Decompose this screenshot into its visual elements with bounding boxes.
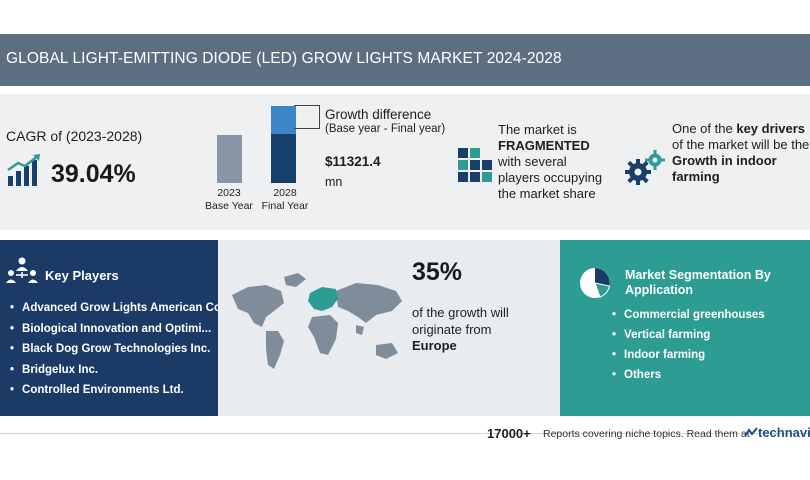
bar-caption-2028: Final Year: [261, 200, 309, 212]
bar-2028-base: [271, 134, 296, 183]
segment-item: Commercial greenhouses: [612, 309, 765, 329]
key-player-item: Bridgelux Inc.: [10, 364, 240, 385]
bar-label-2023: 2023 Base Year: [202, 187, 256, 213]
bar-year-2023: 2023: [217, 187, 241, 199]
drivers-line-2: of the market will be the: [672, 137, 810, 152]
growth-value: $11321.4: [325, 154, 381, 169]
bar-2023: [217, 135, 242, 183]
segment-item: Vertical farming: [612, 329, 765, 349]
bar-2028-growth: [271, 106, 296, 134]
bar-caption-2023: Base Year: [205, 200, 253, 212]
page-title: GLOBAL LIGHT-EMITTING DIODE (LED) GROW L…: [6, 50, 562, 67]
footer-divider: [0, 433, 810, 434]
stats-strip: [0, 94, 810, 230]
drivers-emphasis: key drivers: [736, 121, 806, 136]
market-line-1: The market is: [498, 122, 577, 137]
people-network-icon: [6, 257, 38, 283]
market-line-3: with several: [498, 154, 567, 169]
drivers-line-4: farming: [672, 169, 720, 184]
world-map-icon: [232, 273, 402, 369]
geography-percent: 35%: [412, 258, 463, 286]
growth-bracket: [294, 105, 320, 129]
geography-panel: [218, 240, 560, 416]
segmentation-list: Commercial greenhouses Vertical farming …: [612, 309, 765, 389]
brand-name[interactable]: technavio: [758, 425, 810, 440]
key-player-item: Advanced Grow Lights American Co: [10, 302, 240, 323]
key-player-item: Controlled Environments Ltd.: [10, 384, 240, 405]
cagr-value: 39.04%: [51, 160, 136, 188]
segment-item: Others: [612, 369, 765, 389]
drivers-text: One of the key drivers of the market wil…: [672, 121, 810, 185]
key-players-title: Key Players: [45, 268, 119, 283]
market-emphasis: FRAGMENTED: [498, 138, 590, 153]
cagr-label: CAGR of (2023-2028): [6, 128, 143, 144]
drivers-line-1: One of the key drivers: [672, 121, 810, 137]
pie-chart-icon: [580, 268, 611, 298]
segmentation-title: Market Segmentation By Application: [625, 268, 771, 297]
geography-region: Europe: [412, 338, 457, 353]
key-players-list: Advanced Grow Lights American Co Biologi…: [10, 302, 240, 405]
key-player-item: Black Dog Grow Technologies Inc.: [10, 343, 240, 364]
bar-year-2028: 2028: [273, 187, 297, 199]
title-bar: GLOBAL LIGHT-EMITTING DIODE (LED) GROW L…: [0, 34, 810, 86]
geography-text-1: of the growth will: [412, 305, 509, 320]
growth-label: Growth difference: [325, 107, 432, 122]
drivers-line-3: Growth in indoor: [672, 153, 777, 168]
geography-text: of the growth will originate from: [412, 304, 552, 338]
growth-unit: mn: [325, 175, 343, 189]
bar-label-2028: 2028 Final Year: [258, 187, 312, 213]
growth-chart-icon: [7, 154, 40, 186]
market-structure-text: The market is FRAGMENTED with several pl…: [498, 122, 623, 202]
brand-logo-icon: [744, 427, 758, 437]
grid-blocks-icon: [458, 148, 492, 182]
growth-sublabel: (Base year - Final year): [325, 123, 446, 135]
segment-item: Indoor farming: [612, 349, 765, 369]
market-line-5: the market share: [498, 186, 596, 201]
geography-text-2: originate from: [412, 322, 492, 337]
gears-icon: [625, 150, 665, 185]
footer-report-count: 17000+: [487, 426, 531, 441]
key-player-item: Biological Innovation and Optimi...: [10, 323, 240, 344]
drivers-prefix: One of the: [672, 121, 733, 136]
market-line-4: players occupying: [498, 170, 603, 185]
footer-text: Reports covering niche topics. Read them…: [543, 428, 750, 440]
